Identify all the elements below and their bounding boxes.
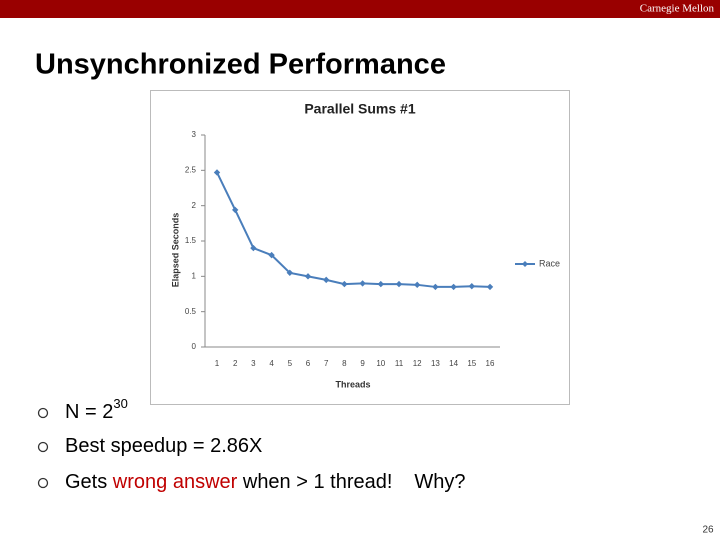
bullet-text: Gets wrong answer when > 1 thread! Why? [65,471,466,493]
x-tick-label: 6 [306,359,311,368]
bullet-segment: 30 [113,396,127,411]
page-number: 26 [702,525,714,536]
data-point [213,169,221,176]
y-tick-label: 0 [192,342,197,351]
data-point [323,276,330,284]
bullet-segment: wrong answer [112,471,238,493]
slide-title: Unsynchronized Performance [35,49,446,81]
y-tick-label: 1.5 [185,236,197,245]
data-point [250,244,257,252]
data-point [341,280,348,288]
x-axis-label: Threads [335,379,370,389]
x-tick-label: 1 [215,359,220,368]
data-point [395,280,403,288]
bullet-marker [37,441,49,453]
data-point [450,283,457,291]
series-line [216,172,491,288]
bullet-marker [37,477,49,489]
data-point [286,269,293,276]
x-tick-label: 14 [449,359,458,368]
y-tick-label: 2.5 [185,165,197,174]
legend-label: Race [539,258,560,268]
y-axis-label: Elapsed Seconds [170,213,180,288]
bullet-segment: Gets [65,471,113,493]
data-point [468,283,475,290]
bullet-segment: N = 2 [65,401,113,423]
x-tick-label: 11 [395,359,404,368]
x-tick-label: 5 [288,359,293,368]
x-tick-label: 12 [413,359,422,368]
chart-frame [150,90,570,405]
legend-marker [522,261,528,267]
y-tick-label: 3 [192,130,197,139]
bullet-segment: Best speedup = 2.86X [65,435,262,457]
x-tick-label: 7 [324,359,329,368]
x-tick-label: 10 [376,359,385,368]
data-point [232,206,239,214]
y-tick-label: 0.5 [185,307,197,316]
data-point [486,283,494,291]
y-tick-label: 1 [192,271,197,280]
x-tick-label: 2 [233,359,238,368]
data-point [414,281,421,289]
chart-title: Parallel Sums #1 [304,101,416,117]
header-bar [0,0,720,18]
bullet-list: N = 230 Best speedup = 2.86X Gets wrong an… [37,396,466,493]
x-tick-label: 13 [431,359,440,368]
bullet-text: N = 230 [65,396,128,423]
x-tick-label: 16 [486,359,495,368]
institution: Carnegie Mellon [640,3,715,15]
data-point [359,280,366,287]
bullet-text: Best speedup = 2.86X [65,435,262,457]
bullet-marker [37,407,49,419]
bullet-segment: Why? [414,471,465,493]
x-tick-label: 9 [360,359,365,368]
data-point [432,283,439,291]
bullet-segment: when > 1 thread! [237,471,392,493]
x-tick-label: 3 [251,359,256,368]
data-point [304,273,312,280]
data-point [268,251,275,259]
y-tick-label: 2 [192,201,197,210]
data-point [377,280,384,288]
x-tick-label: 4 [269,359,274,368]
x-tick-label: 15 [467,359,476,368]
x-tick-label: 8 [342,359,347,368]
